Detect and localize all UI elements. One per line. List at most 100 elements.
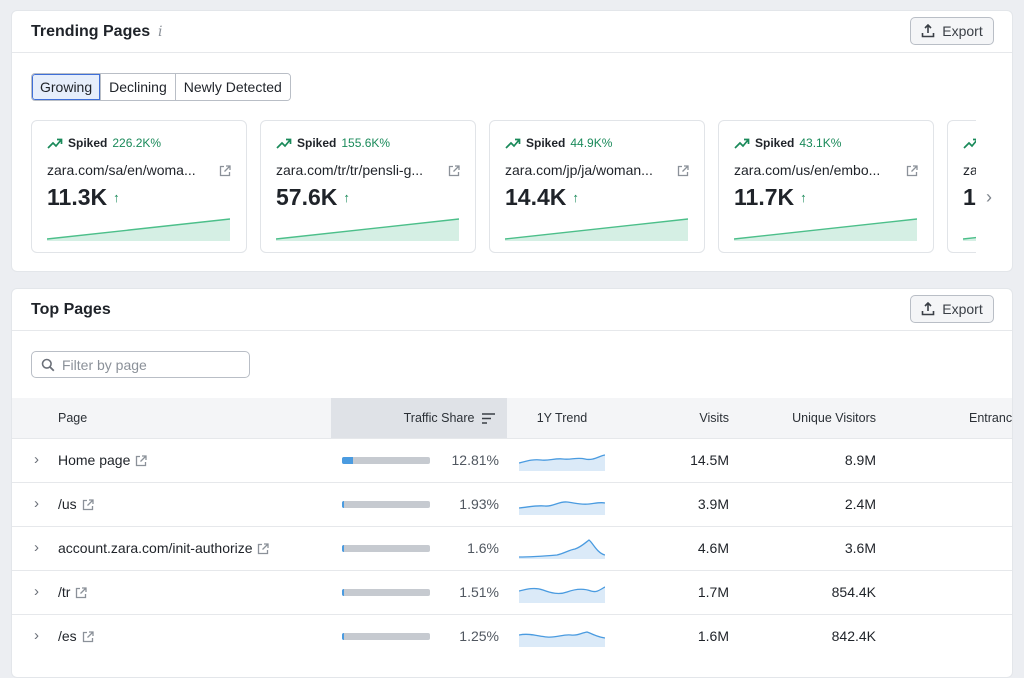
page-link[interactable]: /es [58,628,77,645]
filter-input[interactable] [62,356,232,373]
trending-up-icon [276,138,292,149]
card-url[interactable]: zara.com/us/en/embo... [734,162,881,178]
traffic-share-value: 1.6% [467,540,499,556]
trending-card[interactable]: Spiked 44.9K% zara.com/jp/ja/woman... 14.4K… [489,120,705,253]
trend-cell [507,482,617,526]
card-value: 1↑ [963,184,976,211]
page-cell: › /es [12,614,331,658]
card-value-text: 11.7K [734,184,795,210]
card-sparkline [963,236,976,241]
external-link-icon[interactable] [81,630,95,644]
external-link-icon[interactable] [676,164,690,178]
top-pages-title: Top Pages [31,301,111,318]
trend-sparkline [518,500,606,515]
tab-newly-detected[interactable]: Newly Detected [174,74,290,100]
unique-visitors-cell: 842.4K [831,628,876,645]
external-link-icon[interactable] [134,454,148,468]
export-label: Export [942,301,983,317]
card-url[interactable]: zara.com/tr/tr/pensli-g... [276,162,424,178]
column-header-page[interactable]: Page [58,410,88,425]
traffic-share-bar [342,456,430,464]
table-row[interactable]: › /es 1.25% 1.6M 842.4K 1.1M [12,614,1012,658]
card-value: 11.7K ↑ [734,184,807,211]
trending-card[interactable]: Spiked za 1↑ [947,120,976,253]
page-link[interactable]: /tr [58,583,71,600]
page-link[interactable]: account.zara.com/init-authorize [58,539,253,556]
page-cell: › Home page [12,438,331,482]
column-header-1y-trend[interactable]: 1Y Trend [536,410,588,425]
spike-value: 43.1K% [799,136,842,150]
external-link-icon[interactable] [256,542,270,556]
card-url[interactable]: zara.com/sa/en/woma... [47,162,196,178]
spike-row: Spiked 155.6K% [276,136,390,150]
trend-cell [507,570,617,614]
spike-row: Spiked 44.9K% [505,136,612,150]
expand-row-icon[interactable]: › [34,494,39,512]
spike-label: Spiked [755,136,795,150]
spike-value: 44.9K% [570,136,613,150]
card-value: 57.6K ↑ [276,184,350,211]
info-icon[interactable]: i [158,24,163,40]
visits-cell: 1.7M [697,584,729,600]
table-row[interactable]: › /us 1.93% 3.9M 2.4M 1.7M [12,482,1012,526]
page-link[interactable]: /us [58,495,77,512]
column-header-unique-visitors[interactable]: Unique Visitors [792,410,876,425]
entrance-cell: 1.1M [889,614,1012,658]
traffic-share-bar [342,632,430,640]
export-icon [921,302,935,316]
external-link-icon[interactable] [447,164,461,178]
trending-card[interactable]: Spiked 43.1K% zara.com/us/en/embo... 11.7K ↑ [718,120,934,253]
arrow-up-icon: ↑ [800,190,807,205]
card-value: 11.3K ↑ [47,184,120,211]
chevron-right-icon[interactable]: › [986,187,992,207]
table-row[interactable]: › account.zara.com/init-authorize 1.6% 4.6… [12,526,1012,570]
external-link-icon[interactable] [218,164,232,178]
trending-card[interactable]: Spiked 226.2K% zara.com/sa/en/woma... 11.3K… [31,120,247,253]
trending-export-button[interactable]: Export [910,17,994,45]
unique-visitors-cell: 3.6M [844,540,876,556]
top-pages-export-button[interactable]: Export [910,295,994,323]
expand-row-icon[interactable]: › [34,450,39,468]
expand-row-icon[interactable]: › [34,582,39,600]
export-label: Export [942,23,983,39]
traffic-share-value: 1.25% [459,628,499,645]
card-value-text: 57.6K [276,184,338,210]
table-row[interactable]: › Home page 12.81% 14.5M 8.9M 11.5M [12,438,1012,482]
tab-declining[interactable]: Declining [100,74,175,100]
trending-up-icon [505,138,521,149]
trending-card[interactable]: Spiked 155.6K% zara.com/tr/tr/pensli-g... 5… [260,120,476,253]
visits-cell: 4.6M [697,540,729,556]
traffic-share-label: Traffic Share [403,410,475,425]
export-icon [921,24,935,38]
expand-row-icon[interactable]: › [34,538,39,556]
trending-up-icon [47,138,63,149]
external-link-icon[interactable] [905,164,919,178]
page-cell: › /tr [12,570,331,614]
top-pages-header: Top Pages Export [12,289,1012,331]
spike-row: Spiked 226.2K% [47,136,161,150]
spike-value: 155.6K% [341,136,391,150]
top-pages-panel: Top Pages Export Page Traffic Share 1Y T… [11,288,1013,678]
arrow-up-icon: ↑ [113,190,120,205]
card-sparkline [734,218,917,241]
column-header-visits[interactable]: Visits [699,410,729,425]
card-url[interactable]: zara.com/jp/ja/woman... [505,162,653,178]
tab-growing[interactable]: Growing [32,74,101,100]
traffic-share-bar [342,500,430,508]
trend-sparkline [518,631,606,647]
page-link[interactable]: Home page [58,451,131,468]
visits-cell: 1.6M [697,628,729,645]
card-url[interactable]: za [963,162,976,178]
column-header-traffic-share[interactable]: Traffic Share [331,398,507,438]
table-row[interactable]: › /tr 1.51% 1.7M 854.4K 1.4M [12,570,1012,614]
external-link-icon[interactable] [81,498,95,512]
spike-label: Spiked [68,136,108,150]
entrance-cell: 11.5M [889,438,1012,482]
traffic-share-value: 1.93% [459,496,499,512]
card-sparkline [505,218,688,241]
external-link-icon[interactable] [74,586,88,600]
unique-visitors-cell: 2.4M [844,496,876,512]
expand-row-icon[interactable]: › [34,626,39,644]
column-header-entrance[interactable]: Entrance [969,410,1013,425]
arrow-up-icon: ↑ [572,190,579,205]
